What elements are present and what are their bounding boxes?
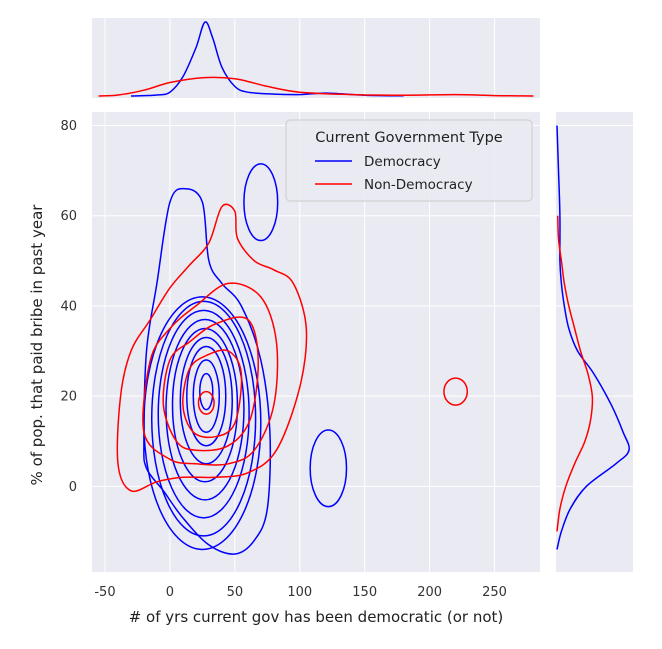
democracy-contour bbox=[186, 345, 227, 447]
x-tick-label: 50 bbox=[227, 585, 244, 600]
marginal-x-background bbox=[92, 18, 540, 98]
x-tick-label: 200 bbox=[417, 585, 442, 600]
contour-lines bbox=[116, 163, 469, 555]
democracy-contour bbox=[309, 429, 348, 508]
tick-labels: -50 0 50 100 150 200 250 0 20 40 60 80 bbox=[60, 119, 507, 600]
marginal-x-non-democracy-curve bbox=[98, 76, 534, 97]
marginal-y-background bbox=[556, 112, 633, 572]
democracy-contour bbox=[165, 318, 245, 501]
y-tick-label: 60 bbox=[60, 209, 77, 224]
legend-box bbox=[285, 119, 533, 202]
x-axis-label: # of yrs current gov has been democratic… bbox=[129, 608, 504, 626]
marginal-x-plot bbox=[92, 18, 540, 98]
democracy-contour bbox=[171, 327, 239, 483]
x-tick-label: 250 bbox=[482, 585, 507, 600]
marginal-x-curves bbox=[98, 21, 534, 97]
democracy-contour bbox=[157, 309, 250, 519]
marginal-y-curves bbox=[556, 125, 630, 550]
y-tick-label: 40 bbox=[60, 299, 77, 314]
non-democracy-contour bbox=[197, 390, 215, 415]
democracy-contour bbox=[199, 372, 214, 411]
non-democracy-contour bbox=[443, 377, 469, 406]
non-democracy-contour bbox=[142, 282, 279, 466]
democracy-contour bbox=[243, 163, 279, 242]
marginal-y-gridlines bbox=[556, 125, 633, 487]
non-democracy-contour bbox=[116, 203, 308, 493]
non-democracy-contour bbox=[162, 316, 259, 452]
non-democracy-contour bbox=[182, 349, 243, 439]
y-tick-label: 20 bbox=[60, 390, 77, 405]
marginal-y-plot bbox=[556, 112, 633, 572]
x-tick-label: 0 bbox=[166, 585, 174, 600]
marginal-x-gridlines bbox=[104, 18, 496, 98]
democracy-contour bbox=[179, 336, 233, 465]
x-tick-label: -50 bbox=[94, 585, 115, 600]
legend: Current Government Type Democracy Non-De… bbox=[285, 119, 533, 202]
x-tick-label: 100 bbox=[287, 585, 312, 600]
x-tick-label: 150 bbox=[352, 585, 377, 600]
democracy-contour bbox=[150, 300, 257, 537]
legend-title: Current Government Type bbox=[315, 130, 502, 146]
democracy-contour bbox=[143, 187, 272, 555]
legend-label-democracy: Democracy bbox=[364, 154, 441, 170]
marginal-y-non-democracy-curve bbox=[556, 215, 594, 532]
legend-label-non-democracy: Non-Democracy bbox=[364, 177, 473, 193]
y-tick-label: 80 bbox=[60, 119, 77, 134]
y-tick-label: 0 bbox=[69, 480, 77, 495]
y-axis-label: % of pop. that paid bribe in past year bbox=[28, 204, 46, 486]
democracy-contour bbox=[192, 359, 221, 433]
